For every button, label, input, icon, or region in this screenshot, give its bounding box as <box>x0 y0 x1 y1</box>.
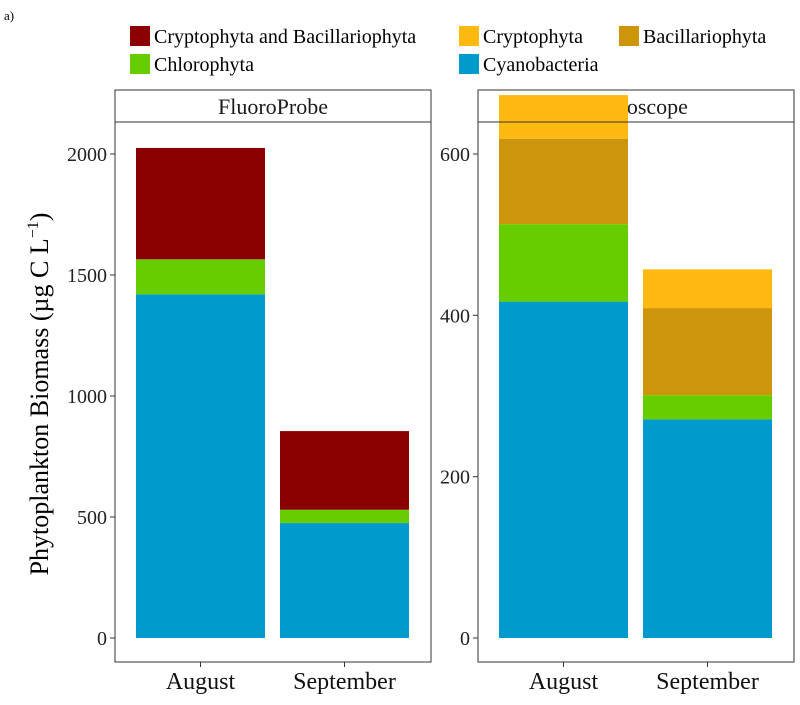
y-tick-label-microscope-0: 0 <box>460 628 470 650</box>
bar-microscope-september-cyanobacteria <box>643 419 772 638</box>
bar-microscope-august-chlorophyta <box>499 224 628 302</box>
legend-swatch-chlorophyta <box>130 54 150 74</box>
figure-label: a) <box>4 8 14 23</box>
y-axis-title: Phytoplankton Biomass (µg C L−1) <box>25 213 54 576</box>
legend-swatch-cyanobacteria <box>459 54 479 74</box>
bar-fluoroprobe-august-cyanobacteria <box>136 294 265 638</box>
x-tick-label-microscope-august: August <box>529 669 599 695</box>
y-tick-label-microscope-600: 600 <box>440 144 470 166</box>
bar-fluoroprobe-september-cryptophyta-and-bacillariophyta <box>280 431 409 510</box>
x-tick-label-microscope-september: September <box>656 669 759 695</box>
panel-strip-fluoroprobe <box>114 89 432 123</box>
bar-microscope-august-bacillariophyta <box>499 138 628 225</box>
y-axis-title-main: Phytoplankton Biomass (µg C L <box>25 238 54 575</box>
y-tick-label-microscope-400: 400 <box>440 305 470 327</box>
legend-label-bacillariophyta: Bacillariophyta <box>643 26 766 48</box>
y-tick-label-fluoroprobe-1500: 1500 <box>67 265 107 287</box>
bar-microscope-september-chlorophyta <box>643 395 772 420</box>
y-tick-label-microscope-200: 200 <box>440 467 470 489</box>
bar-microscope-august-cryptophyta <box>499 95 628 139</box>
y-tick-label-fluoroprobe-0: 0 <box>97 628 107 650</box>
y-axis-title-sup: −1 <box>25 221 42 238</box>
y-tick-label-fluoroprobe-500: 500 <box>77 507 107 529</box>
bar-fluoroprobe-september-chlorophyta <box>280 509 409 524</box>
legend-label-chlorophyta: Chlorophyta <box>154 54 254 76</box>
x-tick-label-fluoroprobe-august: August <box>166 669 236 695</box>
legend-label-cryptophyta: Cryptophyta <box>483 26 583 48</box>
x-tick-label-fluoroprobe-september: September <box>293 669 396 695</box>
bar-microscope-september-bacillariophyta <box>643 308 772 396</box>
legend-swatch-bacillariophyta <box>619 26 639 46</box>
legend-swatch-cryptophyta-and-bacillariophyta <box>130 26 150 46</box>
y-axis-title-close: ) <box>25 213 54 222</box>
legend: Cryptophyta and Bacillariophyta Cryptophy… <box>130 26 766 76</box>
panel-border-microscope <box>477 121 795 663</box>
bar-fluoroprobe-august-cryptophyta-and-bacillariophyta <box>136 147 265 260</box>
panel-title-fluoroprobe: FluoroProbe <box>218 94 328 119</box>
legend-swatch-cryptophyta <box>459 26 479 46</box>
y-tick-label-fluoroprobe-1000: 1000 <box>67 386 107 408</box>
bar-microscope-august-cyanobacteria <box>499 301 628 638</box>
y-tick-label-fluoroprobe-2000: 2000 <box>67 144 107 166</box>
bar-microscope-september-cryptophyta <box>643 269 772 309</box>
legend-label-cryptophyta-and-bacillariophyta: Cryptophyta and Bacillariophyta <box>154 26 416 48</box>
panel-fluoroprobe: FluoroProbe 0 500 1000 1500 2000 August Septemb… <box>67 89 432 695</box>
panel-border-fluoroprobe <box>114 121 432 663</box>
bar-fluoroprobe-august-chlorophyta <box>136 259 265 295</box>
legend-label-cyanobacteria: Cyanobacteria <box>483 54 599 76</box>
bar-fluoroprobe-september-cyanobacteria <box>280 523 409 638</box>
